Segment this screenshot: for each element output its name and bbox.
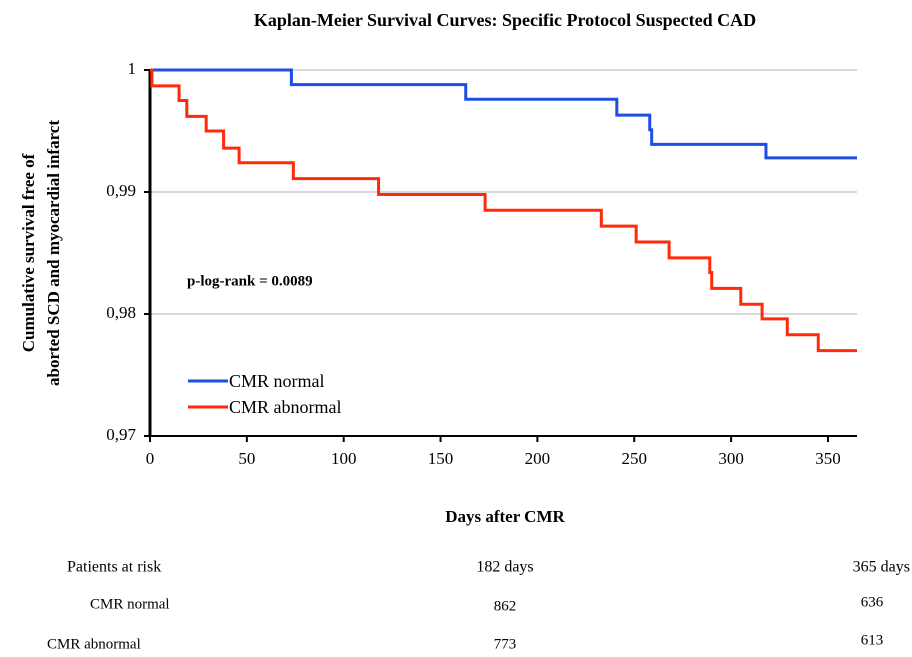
risk-header: Patients at risk	[67, 559, 161, 576]
legend-label: CMR abnormal	[229, 397, 342, 417]
y-tick-label: 0,99	[106, 181, 136, 200]
survival-curve	[150, 68, 857, 353]
y-tick-label: 1	[128, 59, 137, 78]
x-tick-label: 350	[815, 449, 841, 468]
chart-title: Kaplan-Meier Survival Curves: Specific P…	[254, 10, 756, 30]
y-label-line: aborted SCD and myocardial infarct	[44, 120, 63, 386]
y-tick-label: 0,97	[106, 425, 136, 444]
survival-curve	[150, 68, 857, 160]
risk-value: 613	[861, 632, 884, 648]
x-tick-label: 300	[718, 449, 744, 468]
x-tick-label: 0	[146, 449, 155, 468]
x-tick-label: 250	[621, 449, 647, 468]
annotation: p-log-rank = 0.0089	[187, 273, 313, 289]
x-tick-label: 50	[238, 449, 255, 468]
risk-value: 862	[494, 598, 517, 614]
risk-header: 365 days	[853, 559, 910, 576]
risk-row-label: CMR abnormal	[47, 636, 141, 652]
x-label: Days after CMR	[445, 507, 565, 526]
risk-value: 773	[494, 636, 517, 652]
risk-row-label: CMR normal	[90, 596, 170, 612]
risk-value: 636	[861, 594, 884, 610]
y-label: Cumulative survival free of aborted SCD …	[19, 120, 63, 386]
y-label-line: Cumulative survival free of	[19, 153, 38, 352]
x-tick-label: 100	[331, 449, 357, 468]
x-tick-label: 200	[525, 449, 551, 468]
x-tick-label: 150	[428, 449, 454, 468]
legend-label: CMR normal	[229, 371, 325, 391]
y-tick-label: 0,98	[106, 303, 136, 322]
risk-header: 182 days	[476, 559, 533, 576]
